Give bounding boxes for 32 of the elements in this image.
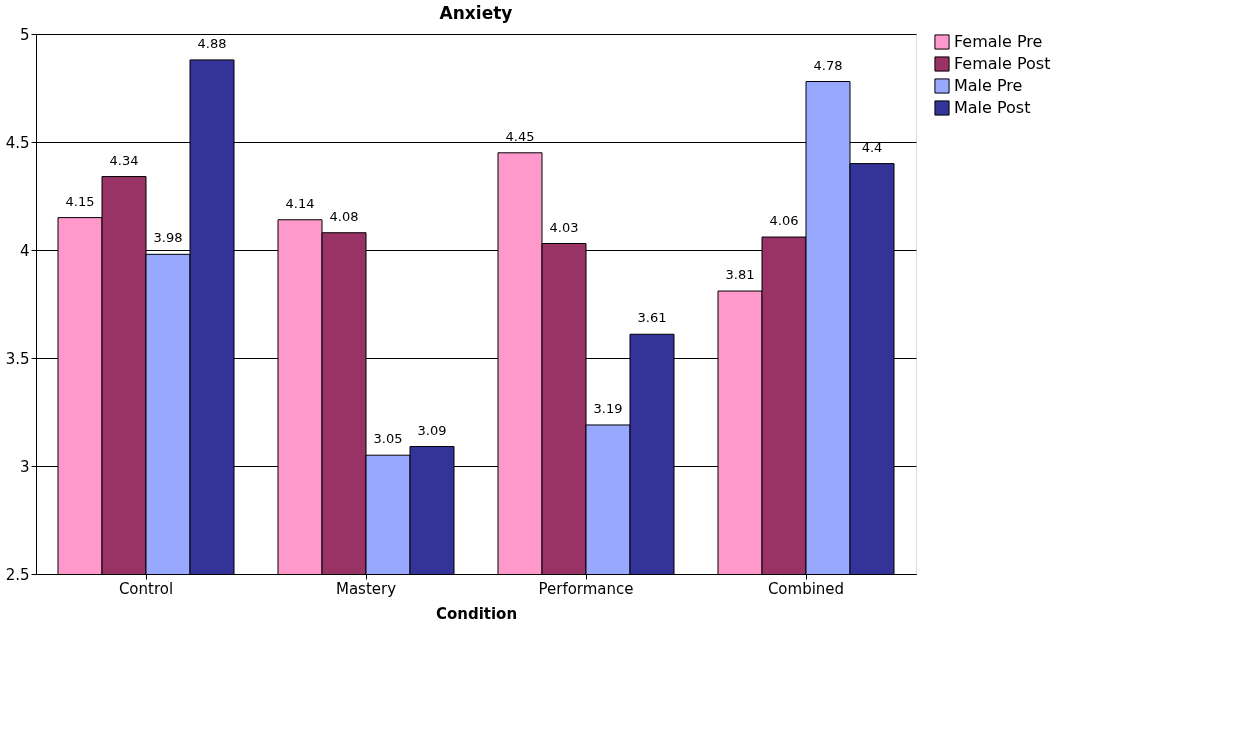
x-tick-label: Combined (767, 579, 845, 598)
legend-label: Female Post (954, 54, 1051, 73)
y-tick-label: 3.5 (5, 349, 30, 368)
data-label: 3.61 (637, 310, 667, 326)
data-label: 3.98 (153, 230, 183, 246)
legend-label: Male Pre (954, 76, 1023, 95)
y-tick-label: 2.5 (5, 565, 30, 584)
y-tick-label: 3 (19, 457, 30, 476)
x-tick-label: Control (118, 579, 174, 598)
data-label: 4.45 (505, 128, 535, 144)
data-label: 4.88 (197, 35, 227, 51)
x-tick-label: Performance (538, 579, 634, 598)
legend-label: Female Pre (954, 32, 1043, 51)
data-label: 4.78 (813, 57, 843, 73)
y-tick-label: 4.5 (5, 133, 30, 152)
data-label: 4.4 (861, 139, 883, 155)
legend-label: Male Post (954, 98, 1031, 117)
chart-title: Anxiety (439, 3, 513, 23)
data-label: 3.81 (725, 267, 755, 283)
data-label: 4.06 (769, 213, 799, 229)
y-tick-label: 5 (19, 25, 30, 44)
data-label: 3.19 (593, 400, 623, 416)
x-axis-title: Condition (435, 604, 518, 623)
data-label: 4.03 (549, 219, 579, 235)
data-label: 4.08 (329, 208, 359, 224)
data-label: 4.15 (65, 193, 95, 209)
data-label: 4.14 (285, 195, 315, 211)
data-label: 3.05 (373, 431, 403, 447)
data-label: 4.34 (109, 152, 139, 168)
x-tick-label: Mastery (335, 579, 397, 598)
data-label: 3.09 (417, 422, 447, 438)
y-tick-label: 4 (19, 241, 30, 260)
